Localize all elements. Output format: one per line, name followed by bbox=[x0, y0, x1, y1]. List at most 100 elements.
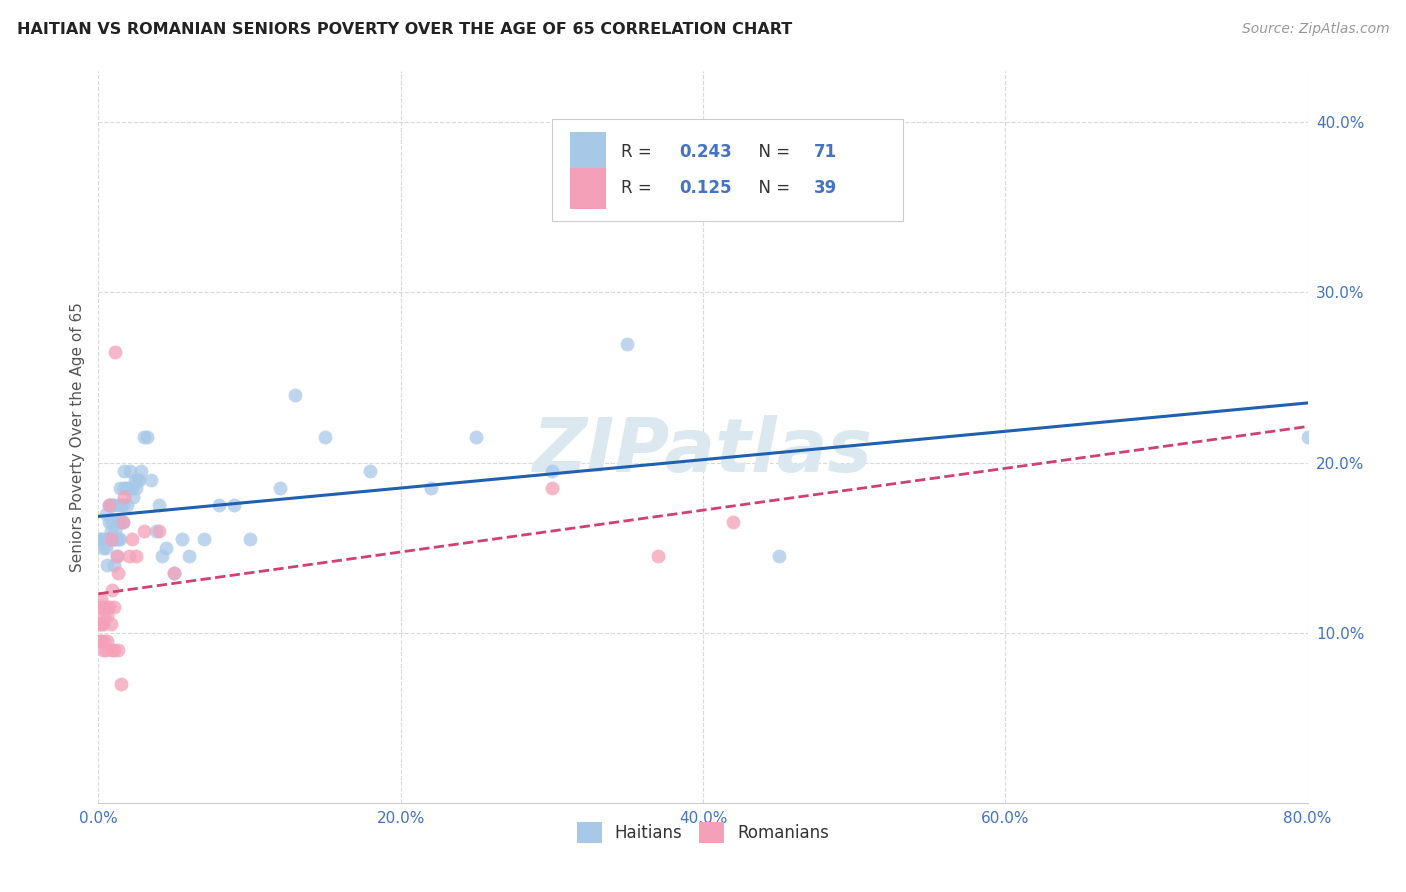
Point bbox=[101, 642, 124, 657]
Point bbox=[90, 591, 112, 606]
Point bbox=[103, 600, 125, 615]
Point bbox=[135, 430, 157, 444]
Point bbox=[104, 532, 127, 546]
Point bbox=[723, 515, 745, 529]
Point bbox=[89, 634, 111, 648]
Point bbox=[114, 481, 136, 495]
Point bbox=[118, 481, 141, 495]
Text: ZIPatlas: ZIPatlas bbox=[533, 415, 873, 488]
Point bbox=[112, 464, 135, 478]
Point bbox=[148, 498, 170, 512]
Point bbox=[124, 473, 146, 487]
Point bbox=[768, 549, 790, 563]
Point bbox=[1296, 430, 1319, 444]
Point bbox=[107, 515, 129, 529]
FancyBboxPatch shape bbox=[569, 132, 606, 172]
Point bbox=[103, 498, 125, 512]
Point bbox=[121, 481, 143, 495]
Point bbox=[127, 473, 149, 487]
Point bbox=[111, 515, 134, 529]
Point bbox=[112, 481, 135, 495]
Point bbox=[208, 498, 231, 512]
Point bbox=[100, 532, 122, 546]
Point bbox=[101, 532, 124, 546]
Point bbox=[105, 532, 128, 546]
Point bbox=[89, 532, 111, 546]
Point bbox=[115, 498, 138, 512]
Point bbox=[96, 634, 118, 648]
Point bbox=[132, 430, 155, 444]
Point bbox=[107, 498, 129, 512]
Text: R =: R = bbox=[621, 179, 657, 197]
Point bbox=[108, 481, 131, 495]
Point bbox=[104, 345, 127, 359]
Point bbox=[145, 524, 167, 538]
Text: N =: N = bbox=[748, 143, 796, 161]
Point bbox=[120, 464, 142, 478]
Point bbox=[94, 600, 117, 615]
Point bbox=[103, 642, 125, 657]
Point bbox=[121, 532, 143, 546]
Point bbox=[96, 558, 118, 572]
Point bbox=[224, 498, 246, 512]
Point bbox=[93, 608, 115, 623]
Point bbox=[110, 498, 132, 512]
Point bbox=[96, 532, 118, 546]
Point bbox=[105, 515, 128, 529]
Text: 71: 71 bbox=[814, 143, 838, 161]
Point bbox=[108, 532, 131, 546]
Text: 0.243: 0.243 bbox=[679, 143, 731, 161]
Point bbox=[90, 532, 112, 546]
Point bbox=[105, 549, 128, 563]
Y-axis label: Seniors Poverty Over the Age of 65: Seniors Poverty Over the Age of 65 bbox=[70, 302, 86, 572]
Point bbox=[101, 515, 124, 529]
Point bbox=[104, 524, 127, 538]
Point bbox=[110, 677, 132, 691]
Point bbox=[107, 566, 129, 581]
Legend: Haitians, Romanians: Haitians, Romanians bbox=[569, 815, 837, 849]
Point bbox=[420, 481, 443, 495]
Point bbox=[112, 490, 135, 504]
Text: N =: N = bbox=[748, 179, 796, 197]
Point bbox=[98, 515, 121, 529]
Text: HAITIAN VS ROMANIAN SENIORS POVERTY OVER THE AGE OF 65 CORRELATION CHART: HAITIAN VS ROMANIAN SENIORS POVERTY OVER… bbox=[17, 22, 792, 37]
Point bbox=[179, 549, 201, 563]
Point bbox=[465, 430, 488, 444]
Point bbox=[96, 608, 118, 623]
Point bbox=[100, 498, 122, 512]
Point bbox=[239, 532, 262, 546]
Text: 0.125: 0.125 bbox=[679, 179, 731, 197]
Point bbox=[284, 387, 307, 401]
Point bbox=[100, 532, 122, 546]
Point bbox=[148, 524, 170, 538]
Point bbox=[90, 617, 112, 632]
Point bbox=[540, 481, 562, 495]
Point bbox=[314, 430, 336, 444]
Point bbox=[141, 473, 163, 487]
Point bbox=[163, 566, 186, 581]
Text: R =: R = bbox=[621, 143, 657, 161]
Point bbox=[103, 558, 125, 572]
Point bbox=[616, 336, 638, 351]
Point bbox=[90, 634, 112, 648]
Point bbox=[91, 541, 114, 555]
Point bbox=[163, 566, 186, 581]
Point bbox=[107, 642, 129, 657]
Point bbox=[125, 549, 148, 563]
Point bbox=[269, 481, 291, 495]
Point bbox=[360, 464, 382, 478]
Point bbox=[100, 524, 122, 538]
Point bbox=[155, 541, 177, 555]
Point bbox=[91, 600, 114, 615]
Point bbox=[91, 617, 114, 632]
Point bbox=[170, 532, 193, 546]
FancyBboxPatch shape bbox=[551, 119, 903, 221]
FancyBboxPatch shape bbox=[569, 169, 606, 209]
Point bbox=[94, 541, 117, 555]
Point bbox=[111, 515, 134, 529]
Point bbox=[540, 464, 562, 478]
Point bbox=[94, 507, 117, 521]
Point bbox=[98, 532, 121, 546]
Point bbox=[91, 642, 114, 657]
Point bbox=[111, 498, 134, 512]
